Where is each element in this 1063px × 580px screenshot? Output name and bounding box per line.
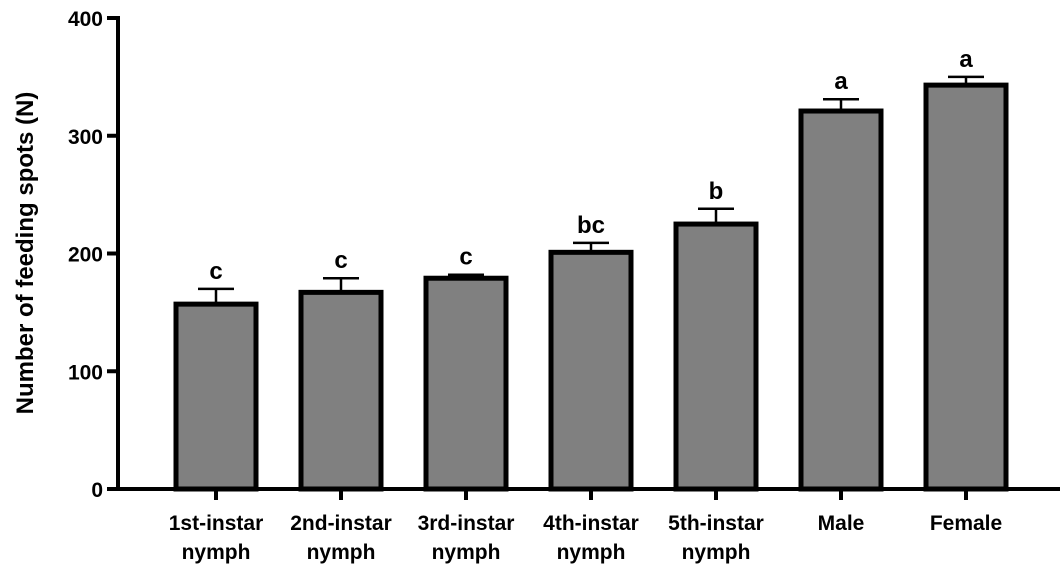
x-tick-label-line: nymph: [182, 541, 251, 564]
bar: [298, 289, 384, 492]
bar: [548, 249, 634, 492]
x-tick-label-line: nymph: [307, 541, 376, 564]
x-tick-label-line: 5th-instar: [668, 512, 764, 535]
x-tick-label-line: Male: [818, 512, 865, 535]
bar: [923, 82, 1009, 492]
x-tick-label: 3rd-instar nymph: [418, 512, 515, 564]
bar: [173, 301, 259, 492]
bar: [798, 108, 884, 492]
significance-letter: c: [459, 244, 472, 271]
significance-letter: b: [709, 178, 724, 205]
x-tick-label-line: nymph: [432, 541, 501, 564]
y-tick-label: 0: [91, 479, 103, 502]
x-tick-label-line: 4th-instar: [543, 512, 639, 535]
y-tick-label: 100: [68, 361, 103, 384]
x-tick-label: 4th-instar nymph: [543, 512, 639, 564]
significance-letter: c: [334, 247, 347, 274]
significance-letter: a: [959, 46, 973, 73]
x-tick-label-line: 1st-instar: [169, 512, 264, 535]
x-tick-label: 2nd-instar nymph: [290, 512, 392, 564]
x-tick-label: 1st-instar nymph: [169, 512, 264, 564]
y-axis-label: Number of feeding spots (N): [12, 92, 39, 415]
x-tick-label: 5th-instar nymph: [668, 512, 764, 564]
significance-letter: bc: [577, 212, 605, 239]
x-tick-label-line: 2nd-instar: [290, 512, 392, 535]
significance-letter: c: [209, 258, 222, 285]
bar: [423, 275, 509, 492]
x-tick-label: Male: [818, 512, 865, 535]
x-tick-label-line: 3rd-instar: [418, 512, 515, 535]
significance-letter: a: [834, 68, 848, 95]
x-tick-label: Female: [930, 512, 1002, 535]
x-tick-label-line: nymph: [682, 541, 751, 564]
y-tick-label: 200: [68, 244, 103, 267]
y-tick-label: 300: [68, 126, 103, 149]
x-tick-label-line: Female: [930, 512, 1002, 535]
x-tick-label-line: nymph: [557, 541, 626, 564]
y-tick-label: 400: [68, 8, 103, 31]
bar: [673, 221, 759, 492]
